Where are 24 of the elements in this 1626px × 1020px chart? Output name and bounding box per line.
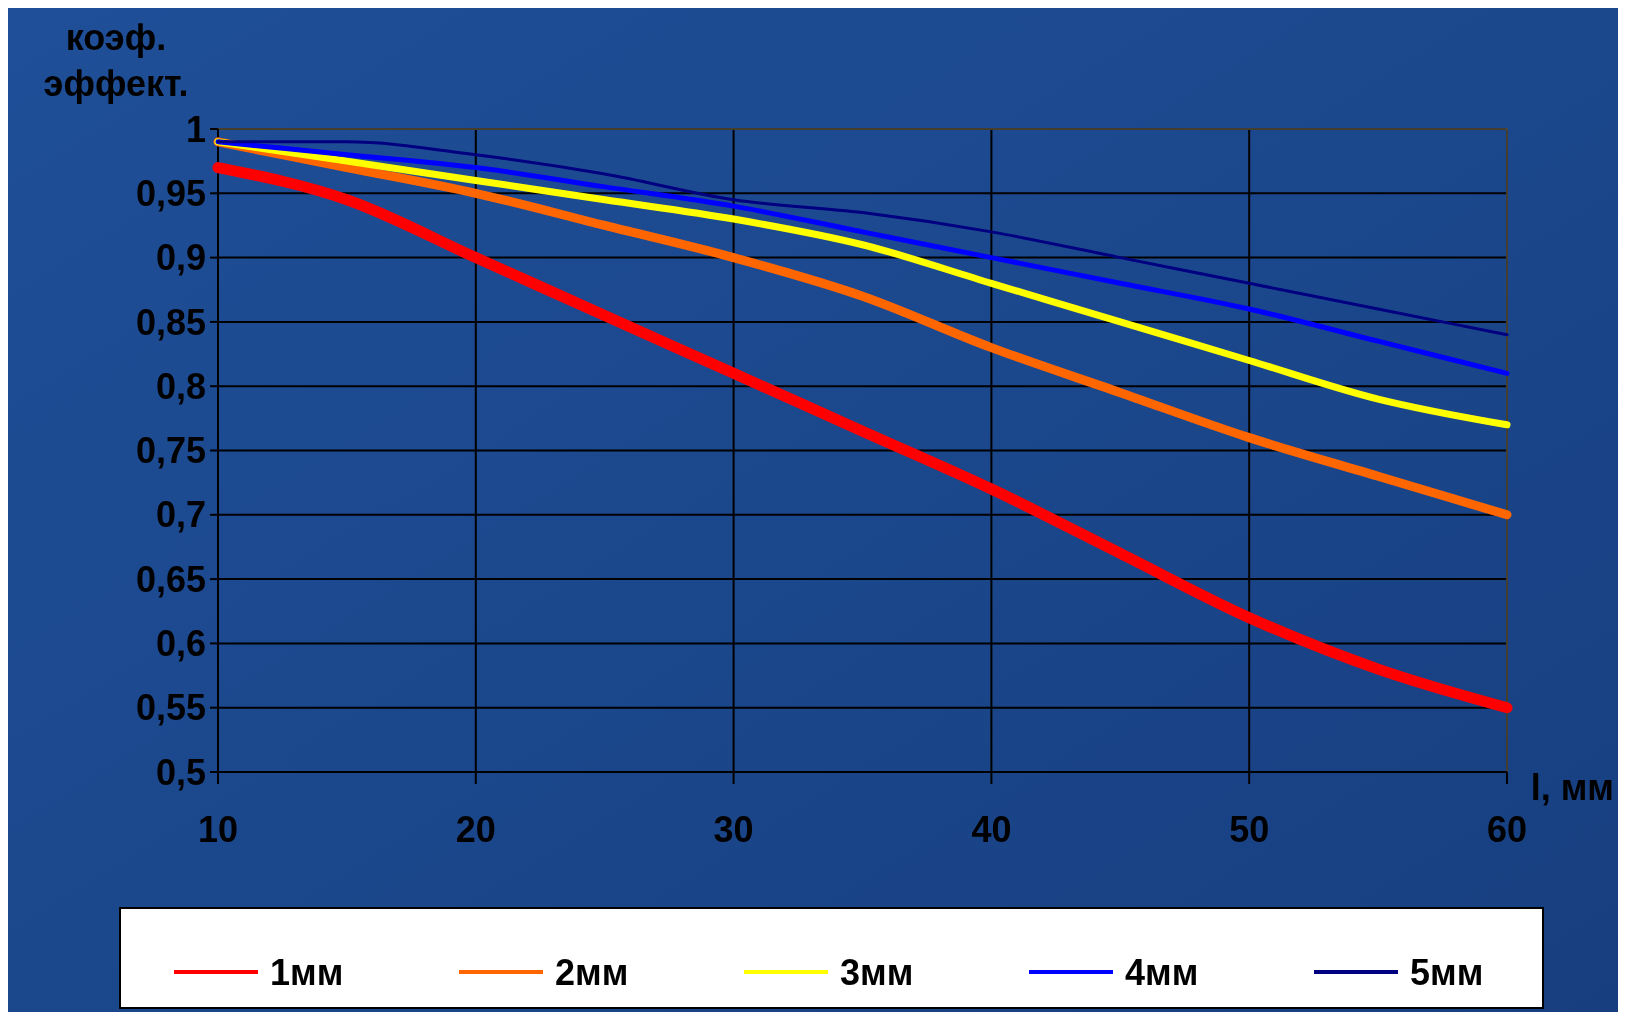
y-axis-title: коэф. эффект. (43, 17, 189, 104)
legend-label: 2мм (555, 951, 629, 993)
x-axis-title: l, мм (1530, 767, 1614, 808)
x-tick-label: 20 (455, 809, 496, 850)
y-tick-label: 0,95 (135, 172, 206, 214)
y-tick-label: 0,65 (135, 558, 206, 600)
x-tick-label: 30 (713, 809, 754, 850)
y-tick-label: 0,55 (135, 687, 206, 729)
y-tick-label: 0,7 (155, 494, 206, 536)
y-tick-label: 0,8 (155, 365, 206, 407)
y-tick-label: 1 (185, 108, 206, 150)
y-tick-label: 0,75 (135, 430, 206, 472)
y-tick-label: 0,6 (155, 623, 206, 664)
x-tick-label: 50 (1229, 809, 1270, 850)
y-tick-label: 0,5 (155, 751, 206, 793)
x-tick-label: 10 (197, 809, 239, 850)
legend-label: 5мм (1410, 951, 1484, 993)
y-tick-label: 0,9 (155, 237, 206, 279)
y-tick-label: 0,85 (135, 301, 206, 343)
legend-label: 3мм (840, 951, 914, 993)
legend-label: 1мм (270, 951, 344, 993)
x-tick-label: 60 (1486, 809, 1528, 850)
x-tick-label: 40 (971, 809, 1012, 850)
legend-label: 4мм (1125, 951, 1199, 993)
